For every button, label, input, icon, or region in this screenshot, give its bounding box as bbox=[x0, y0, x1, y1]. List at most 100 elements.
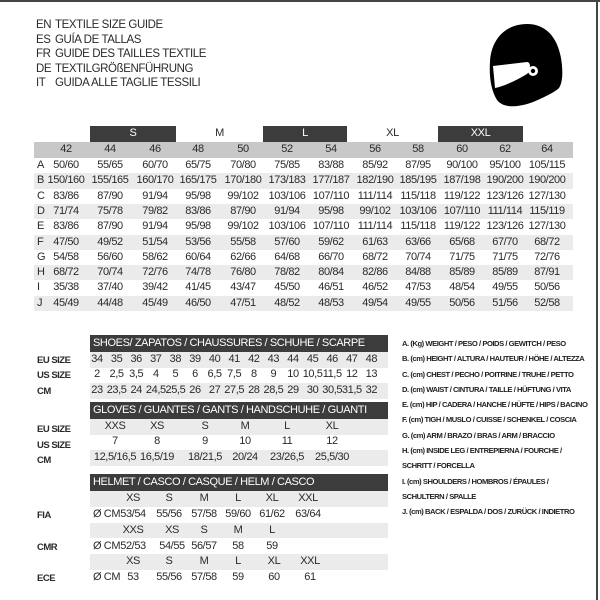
helmet-size-label: S bbox=[165, 555, 173, 567]
table-cell: 56/60 bbox=[97, 250, 123, 263]
table-cell: 91/94 bbox=[142, 220, 168, 233]
legend-item: F. (cm) TIGH / MUSLO / CUISSE / SCHENKEL… bbox=[402, 415, 577, 425]
helmet-size-cell: 58 bbox=[232, 539, 244, 552]
table-cell: 107/110 bbox=[312, 220, 350, 233]
title-en: EN TEXTILE SIZE GUIDE bbox=[36, 18, 206, 33]
row-stripe bbox=[34, 234, 573, 250]
table-cell: 48/52 bbox=[274, 296, 300, 309]
helmet-size-cell: 61/62 bbox=[259, 508, 285, 520]
table-cell: 55/65 bbox=[97, 159, 123, 171]
helmet-size-cell: 53 bbox=[127, 571, 139, 583]
helmet-size-label: XXS bbox=[122, 523, 144, 536]
glove-size-cell: L bbox=[284, 420, 290, 432]
table-cell: 75/85 bbox=[274, 159, 300, 171]
shoe-size-cell: 45 bbox=[306, 353, 319, 365]
lang-code: IT bbox=[36, 77, 46, 89]
table-cell: 83/86 bbox=[185, 204, 211, 217]
table-cell: 49/52 bbox=[97, 235, 123, 248]
table-cell: 65/75 bbox=[185, 159, 211, 171]
table-cell: 50/56 bbox=[449, 296, 475, 309]
table-cell: 187/198 bbox=[443, 174, 481, 187]
size-group-header: XL bbox=[347, 126, 438, 142]
row-stripe bbox=[90, 419, 388, 435]
table-cell: 155/165 bbox=[91, 174, 129, 187]
table-cell: 127/130 bbox=[528, 220, 566, 233]
glove-size-cell: 9 bbox=[202, 435, 208, 447]
title-text: GUIDA ALLE TAGLIE TESSILI bbox=[55, 77, 201, 89]
row-stripe bbox=[90, 383, 388, 399]
table-cell: 87/90 bbox=[230, 204, 256, 217]
glove-size-cell: 12 bbox=[326, 435, 338, 447]
size-number: 44 bbox=[104, 143, 116, 155]
table-cell: 99/102 bbox=[227, 220, 259, 233]
helmet-size-label: L bbox=[269, 523, 275, 536]
table-cell: 95/100 bbox=[489, 159, 521, 171]
table-cell: 70/74 bbox=[97, 266, 123, 279]
size-group-header: M bbox=[176, 126, 263, 142]
unit-label: Ø CM bbox=[93, 508, 121, 520]
size-number: 54 bbox=[325, 143, 337, 155]
table-cell: 111/114 bbox=[357, 189, 393, 202]
size-group-label: M bbox=[215, 127, 224, 139]
standard-label: ECE bbox=[37, 573, 56, 584]
glove-size-cell: 12,5/16,5 bbox=[93, 451, 137, 463]
row-key: J bbox=[37, 296, 43, 309]
size-group-label: XXL bbox=[470, 127, 491, 139]
table-cell: 47/53 bbox=[405, 281, 431, 294]
size-group-header: S bbox=[90, 126, 176, 142]
frame-border-top bbox=[0, 0, 600, 2]
row-label: CM bbox=[37, 455, 51, 466]
table-cell: 185/195 bbox=[399, 174, 437, 187]
table-cell: 87/90 bbox=[97, 189, 123, 202]
legend-item: E. (cm) HIP / CADERA / HANCHE / HÜFTE / … bbox=[402, 400, 588, 410]
table-cell: 68/72 bbox=[53, 266, 79, 279]
table-cell: 95/98 bbox=[185, 189, 211, 202]
size-group-label: L bbox=[302, 127, 308, 139]
helmet-size-cell: 54/55 bbox=[159, 539, 185, 552]
shoe-size-cell: 24,5 bbox=[145, 384, 166, 396]
legend-item: C. (cm) CHEST / PECHO / POITRINE / TRUHE… bbox=[402, 369, 574, 379]
legend-item: H. (cm) INSIDE LEG / ENTREPIERNA / FOURC… bbox=[402, 446, 562, 456]
table-cell: 75/78 bbox=[97, 204, 123, 217]
shoe-size-cell: 12 bbox=[346, 368, 358, 380]
table-cell: 55/58 bbox=[230, 235, 256, 248]
helmet-size-label: S bbox=[200, 523, 208, 536]
row-stripe bbox=[90, 554, 388, 570]
table-cell: 52/58 bbox=[534, 296, 560, 309]
table-cell: 85/92 bbox=[362, 159, 388, 171]
table-cell: 68/72 bbox=[534, 235, 560, 248]
size-header-band bbox=[34, 142, 573, 158]
table-cell: 95/98 bbox=[185, 220, 211, 233]
row-key: B bbox=[37, 174, 45, 187]
shoe-size-cell: 40 bbox=[208, 353, 221, 365]
size-number: 42 bbox=[60, 143, 72, 155]
glove-size-cell: S bbox=[201, 420, 209, 432]
table-cell: 83/88 bbox=[318, 159, 344, 171]
table-cell: 91/94 bbox=[142, 189, 168, 202]
table-cell: 45/49 bbox=[142, 296, 168, 309]
row-label: US SIZE bbox=[37, 370, 71, 381]
glove-size-cell: 16,5/19 bbox=[140, 451, 174, 463]
table-cell: 85/89 bbox=[449, 266, 475, 279]
table-cell: 37/40 bbox=[97, 281, 123, 294]
size-number: 62 bbox=[499, 143, 511, 155]
glove-size-cell: 8 bbox=[154, 435, 160, 447]
row-key: F bbox=[37, 235, 44, 248]
helmet-size-label: XS bbox=[126, 492, 140, 504]
helmet-size-label: XL bbox=[265, 492, 279, 504]
table-cell: 165/175 bbox=[179, 174, 217, 187]
title-it: IT GUIDA ALLE TAGLIE TESSILI bbox=[36, 76, 206, 91]
glove-size-cell: 23/26,5 bbox=[270, 451, 304, 463]
standard-label: CMR bbox=[37, 541, 58, 553]
helmet-size-label: L bbox=[235, 492, 241, 504]
shoe-size-cell: 36 bbox=[130, 353, 142, 365]
helmet-size-label: M bbox=[199, 492, 209, 504]
table-cell: 71/75 bbox=[449, 250, 475, 263]
table-cell: 119/122 bbox=[443, 220, 481, 233]
table-cell: 49/54 bbox=[362, 296, 388, 309]
row-stripe bbox=[90, 352, 388, 368]
row-stripe bbox=[34, 295, 573, 311]
legend-item: I. (cm) SHOULDERS / HOMBROS / ÉPAULES / bbox=[402, 476, 549, 486]
legend-item: D. (cm) WAIST / CINTURA / TAILLE / HÜFTU… bbox=[402, 384, 571, 394]
row-key: D bbox=[37, 204, 45, 217]
